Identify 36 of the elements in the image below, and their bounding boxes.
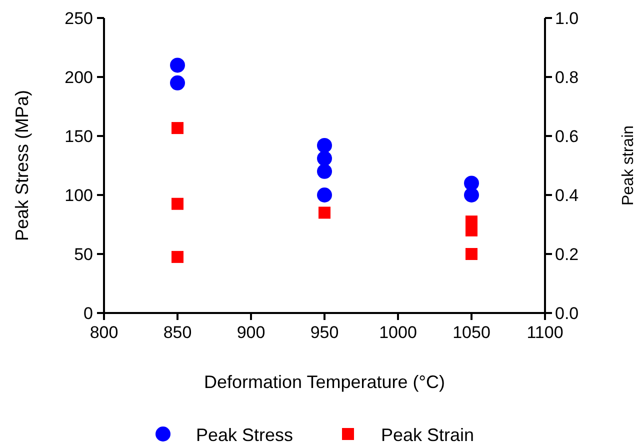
legend-label: Peak Stress [196, 425, 294, 445]
y2-tick-label: 0.0 [555, 304, 579, 323]
point [464, 188, 479, 202]
legend-label: Peak Strain [381, 425, 474, 445]
y-tick-label: 200 [64, 68, 93, 87]
y2-tick-label: 0.2 [555, 245, 579, 264]
x-tick-label: 950 [310, 323, 339, 342]
y-tick-label: 150 [64, 127, 93, 146]
x-tick-label: 900 [236, 323, 266, 342]
point [172, 122, 184, 134]
point [317, 164, 332, 179]
y2-axis-title: Peak strain [620, 125, 637, 206]
y2-tick-label: 1.0 [555, 9, 579, 28]
x-tick-label: 1050 [452, 323, 490, 342]
point [172, 250, 184, 263]
y2-tick-label: 0.6 [555, 127, 579, 146]
point [317, 188, 332, 202]
point [466, 248, 478, 260]
point [170, 75, 185, 90]
x-tick-label: 800 [90, 323, 118, 342]
y2-tick-label: 0.4 [555, 186, 579, 205]
y-tick-label: 0 [84, 304, 93, 323]
point [318, 206, 330, 219]
x-axis-title: Deformation Temperature (°C) [204, 372, 445, 392]
y-axis-title: Peak Stress (MPa) [12, 90, 32, 242]
point [317, 138, 332, 153]
y-tick-label: 250 [64, 9, 93, 28]
x-tick-label: 1000 [379, 323, 417, 342]
point [317, 150, 332, 166]
y2-tick-label: 0.8 [555, 68, 579, 87]
y-tick-label: 50 [74, 245, 93, 264]
x-tick-label: 850 [163, 323, 192, 342]
x-tick-label: 1100 [526, 323, 564, 342]
point [170, 58, 185, 73]
y-tick-label: 100 [64, 186, 93, 205]
point [172, 198, 184, 210]
